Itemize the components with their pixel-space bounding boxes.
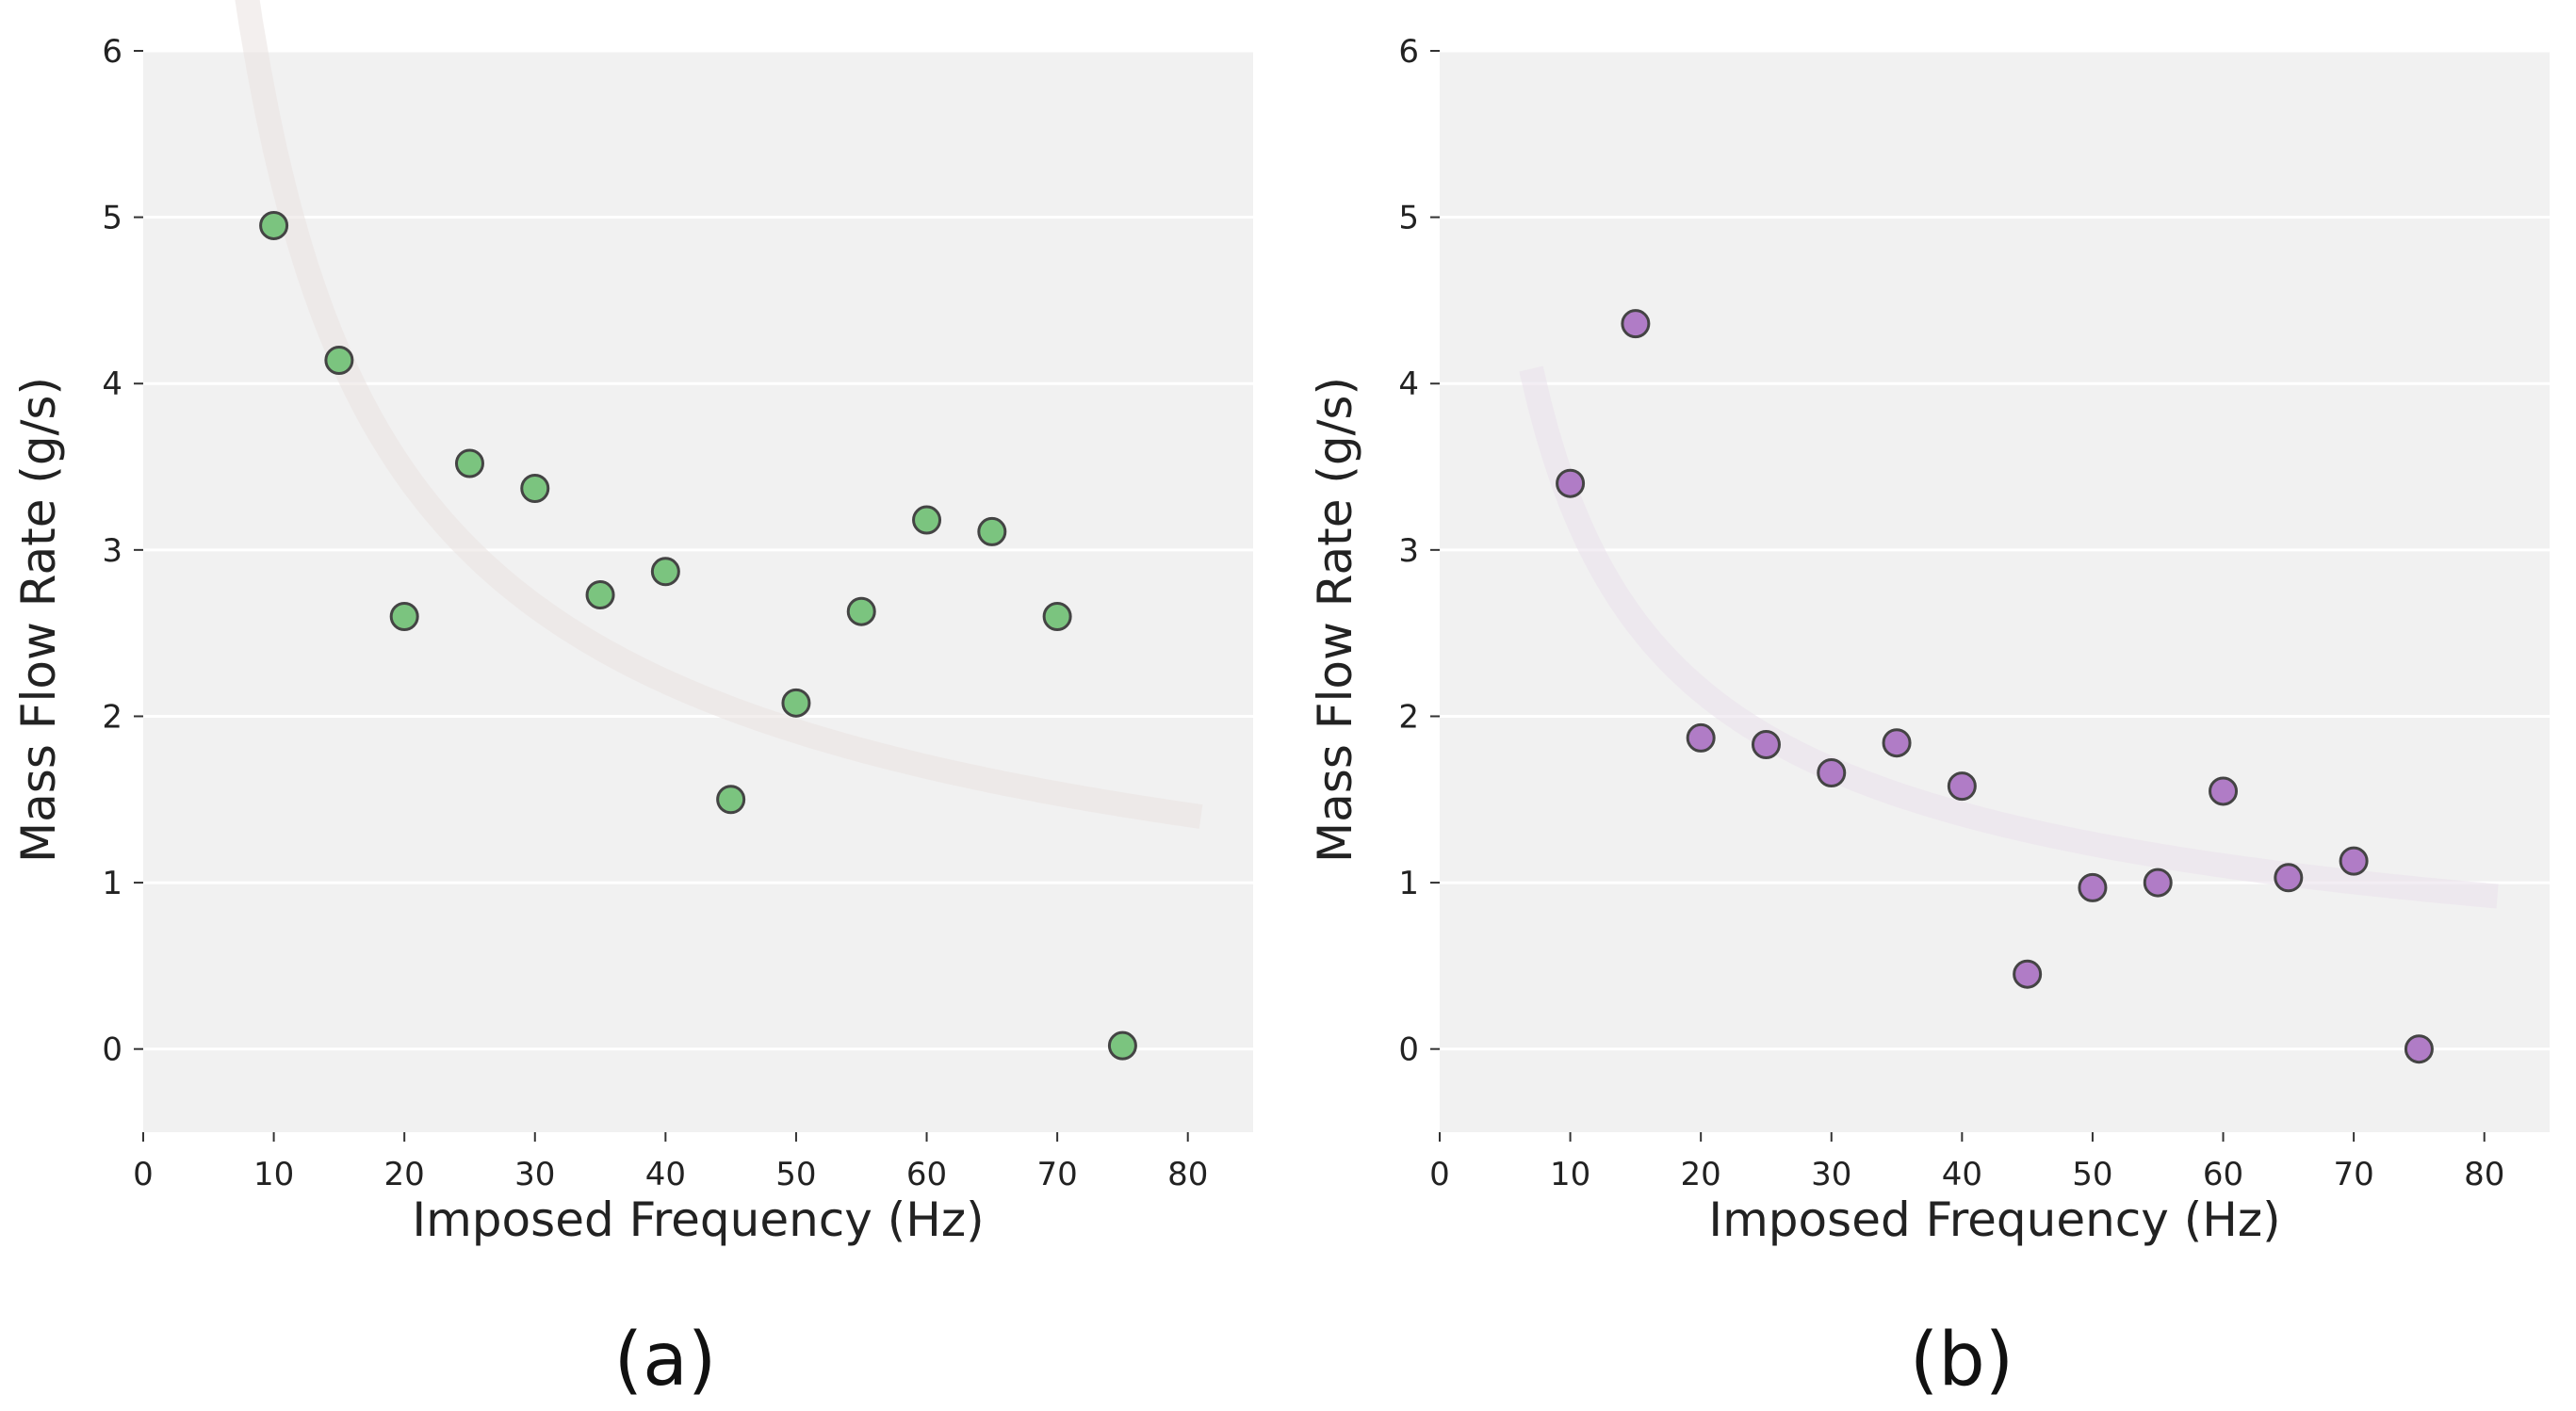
data-point xyxy=(781,688,811,718)
y-tick-label: 1 xyxy=(1398,865,1419,902)
y-tick-label: 3 xyxy=(102,532,122,570)
x-tick-label: 0 xyxy=(133,1156,154,1193)
data-point xyxy=(1817,758,1847,788)
data-point xyxy=(846,596,876,626)
y-tick-label: 0 xyxy=(1398,1031,1419,1069)
data-point xyxy=(389,601,419,631)
x-axis-label: Imposed Frequency (Hz) xyxy=(412,1192,984,1247)
panel-label: (b) xyxy=(1910,1318,2014,1403)
data-point xyxy=(2339,846,2369,876)
y-tick-label: 5 xyxy=(1398,200,1419,237)
x-tick-label: 70 xyxy=(1036,1156,1077,1193)
y-tick-label: 1 xyxy=(102,865,122,902)
data-point xyxy=(977,516,1007,546)
y-tick-label: 2 xyxy=(102,698,122,736)
data-point xyxy=(324,346,354,376)
data-point xyxy=(1882,728,1912,758)
x-tick-label: 60 xyxy=(906,1156,947,1193)
y-tick-label: 0 xyxy=(102,1031,122,1069)
data-point xyxy=(520,473,550,503)
data-point xyxy=(2013,959,2043,989)
data-point xyxy=(1686,722,1716,753)
x-tick-label: 20 xyxy=(384,1156,425,1193)
data-point xyxy=(912,505,942,535)
data-point xyxy=(2078,872,2108,902)
y-axis-label: Mass Flow Rate (g/s) xyxy=(11,377,66,863)
data-point xyxy=(2274,863,2304,893)
data-point xyxy=(650,557,680,587)
data-point xyxy=(1947,771,1977,802)
data-point xyxy=(454,448,484,478)
x-tick-label: 0 xyxy=(1429,1156,1450,1193)
x-tick-label: 10 xyxy=(1550,1156,1590,1193)
data-point xyxy=(1042,601,1072,631)
x-tick-label: 30 xyxy=(1811,1156,1851,1193)
fit-curve xyxy=(235,0,1203,829)
x-tick-label: 50 xyxy=(2072,1156,2112,1193)
y-tick-label: 4 xyxy=(1398,365,1419,403)
data-point xyxy=(1751,729,1781,759)
data-point xyxy=(1556,468,1586,498)
data-point xyxy=(1107,1030,1137,1061)
y-tick-label: 5 xyxy=(102,200,122,237)
x-tick-label: 40 xyxy=(645,1156,686,1193)
data-point xyxy=(716,785,746,815)
x-axis-label: Imposed Frequency (Hz) xyxy=(1708,1192,2280,1247)
x-tick-label: 30 xyxy=(514,1156,555,1193)
x-tick-label: 10 xyxy=(253,1156,294,1193)
x-tick-label: 20 xyxy=(1681,1156,1721,1193)
data-point xyxy=(2209,776,2239,806)
x-tick-label: 80 xyxy=(2464,1156,2504,1193)
data-point xyxy=(259,210,289,240)
x-tick-label: 80 xyxy=(1167,1156,1208,1193)
y-tick-label: 4 xyxy=(102,365,122,403)
x-tick-label: 50 xyxy=(775,1156,816,1193)
panel-label: (a) xyxy=(614,1318,717,1403)
fit-curve xyxy=(1519,365,2499,909)
y-tick-label: 6 xyxy=(102,33,122,71)
data-point xyxy=(2404,1034,2434,1064)
y-tick-label: 3 xyxy=(1398,532,1419,570)
plot-area xyxy=(143,51,1253,1132)
x-tick-label: 40 xyxy=(1942,1156,1982,1193)
y-tick-label: 6 xyxy=(1398,33,1419,71)
data-point xyxy=(2143,868,2173,898)
y-tick-label: 2 xyxy=(1398,698,1419,736)
data-point xyxy=(585,580,615,610)
x-tick-label: 70 xyxy=(2333,1156,2373,1193)
y-axis-label: Mass Flow Rate (g/s) xyxy=(1308,377,1362,863)
data-point xyxy=(1621,309,1651,339)
x-tick-label: 60 xyxy=(2203,1156,2243,1193)
